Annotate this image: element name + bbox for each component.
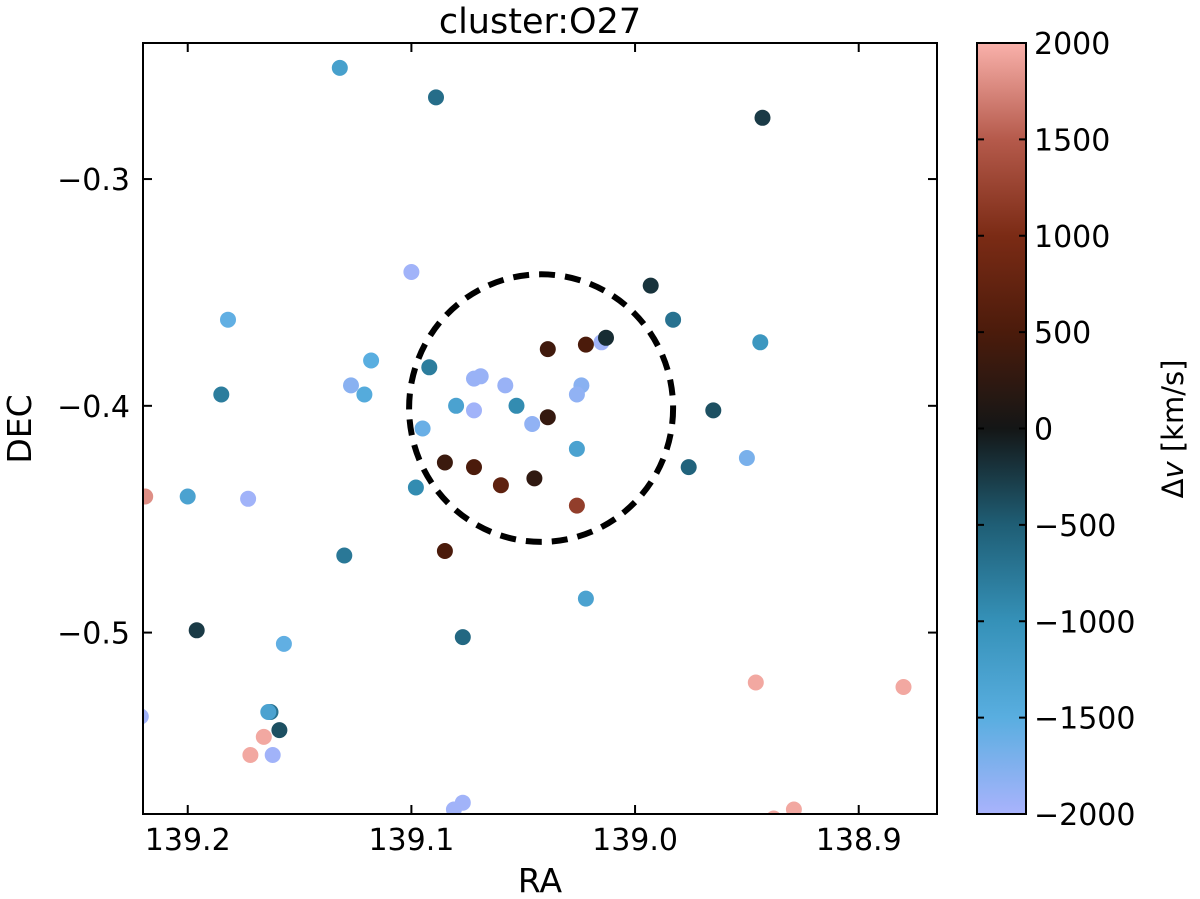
colorbar-label-symbol: Δ — [1156, 478, 1190, 498]
scatter-point — [448, 397, 465, 414]
x-tick-label: 138.9 — [816, 823, 902, 858]
scatter-point — [568, 386, 585, 403]
colorbar-tick-label: 0 — [1034, 413, 1053, 448]
x-axis-label: RA — [518, 861, 563, 899]
x-axis-ticks: 139.2 139.1 139.0 138.9 — [145, 43, 902, 858]
scatter-point — [577, 590, 594, 607]
scatter-point — [363, 352, 380, 369]
scatter-point — [680, 459, 697, 476]
scatter-point — [336, 547, 353, 564]
scatter-points — [143, 59, 912, 814]
scatter-point — [421, 359, 438, 376]
x-tick-label: 139.1 — [368, 823, 454, 858]
colorbar: 2000 1500 1000 500 0 −500 −1000 −1500 −2000 — [976, 27, 1135, 833]
y-tick-label: −0.3 — [57, 163, 130, 198]
scatter-point — [403, 264, 420, 280]
scatter-point — [242, 747, 259, 763]
scatter-point — [526, 470, 543, 487]
cluster-radius-circle — [406, 271, 677, 545]
colorbar-tick-label: −1500 — [1034, 702, 1135, 737]
chart-title: cluster:O27 — [439, 2, 641, 42]
scatter-point — [497, 377, 514, 394]
scatter-point — [642, 277, 659, 294]
x-tick-label: 139.2 — [145, 823, 231, 858]
colorbar-fill — [977, 43, 1026, 814]
scatter-point — [466, 402, 482, 419]
scatter-point — [754, 109, 771, 126]
y-axis-label: DEC — [0, 394, 39, 463]
scatter-point — [472, 368, 489, 385]
plot-frame — [142, 42, 938, 815]
scatter-point — [752, 334, 769, 351]
colorbar-label-unit: [km/s] — [1156, 360, 1190, 462]
colorbar-tick-label: −1000 — [1034, 605, 1135, 640]
scatter-point — [508, 397, 525, 414]
y-axis-ticks: −0.3 −0.4 −0.5 — [57, 163, 937, 652]
scatter-point — [436, 454, 453, 471]
scatter-point — [356, 386, 373, 403]
colorbar-tick-label: 500 — [1034, 316, 1091, 351]
colorbar-label-variable: v — [1156, 461, 1190, 479]
scatter-point — [492, 477, 509, 494]
scatter-point — [414, 420, 431, 437]
colorbar-ticks: 2000 1500 1000 500 0 −500 −1000 −1500 −2000 — [977, 27, 1135, 833]
scatter-point — [466, 459, 482, 476]
scatter-point — [143, 708, 149, 725]
scatter-point — [213, 386, 230, 403]
scatter-point — [271, 722, 288, 739]
scatter-point — [568, 440, 585, 457]
colorbar-tick-label: −500 — [1034, 509, 1116, 544]
scatter-point — [255, 728, 272, 745]
scatter-point — [436, 543, 453, 559]
scatter-point — [577, 336, 594, 353]
colorbar-tick-label: 1500 — [1034, 123, 1110, 158]
scatter-point — [454, 629, 471, 646]
scatter-point — [179, 488, 196, 505]
scatter-point — [260, 704, 277, 720]
colorbar-tick-label: 1000 — [1034, 220, 1110, 255]
y-tick-label: −0.4 — [57, 390, 130, 425]
plot-area — [143, 43, 937, 814]
colorbar-tick-label: −2000 — [1034, 798, 1135, 833]
scatter-point — [524, 416, 541, 432]
colorbar-label: Δv [km/s] — [1156, 360, 1190, 499]
scatter-point — [143, 488, 154, 505]
scatter-point — [188, 622, 205, 639]
scatter-point — [264, 747, 281, 763]
scatter-point — [539, 409, 556, 426]
scatter-point — [767, 810, 781, 814]
scatter-point — [240, 490, 257, 507]
scatter-point — [738, 450, 755, 466]
x-tick-label: 139.0 — [592, 823, 678, 858]
scatter-point — [568, 497, 585, 514]
scatter-point — [275, 635, 292, 652]
scatter-point — [895, 679, 912, 695]
scatter-point — [598, 329, 614, 346]
scatter-point — [428, 89, 444, 106]
scatter-point — [220, 311, 236, 328]
scatter-point — [445, 801, 462, 814]
colorbar-tick-label: 2000 — [1034, 27, 1110, 62]
scatter-point — [343, 377, 359, 394]
scatter-point — [785, 801, 802, 814]
scatter-point — [705, 402, 722, 419]
scatter-point — [747, 674, 764, 691]
scatter-point — [407, 479, 424, 496]
scatter-point — [331, 59, 348, 76]
scatter-point — [665, 311, 682, 328]
y-tick-label: −0.5 — [57, 617, 130, 652]
scatter-point — [539, 341, 556, 358]
